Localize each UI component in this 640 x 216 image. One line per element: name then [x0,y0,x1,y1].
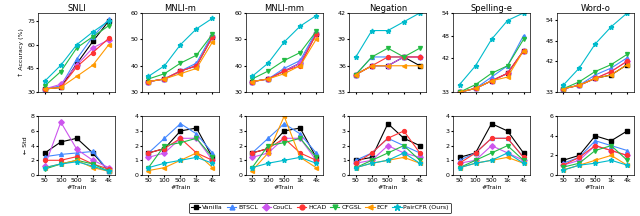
X-axis label: #Train: #Train [378,185,398,190]
X-axis label: #Train: #Train [585,185,605,190]
X-axis label: #Train: #Train [481,185,502,190]
Title: Negation: Negation [369,4,407,13]
Y-axis label: ← Std: ← Std [23,137,28,154]
Y-axis label: ↑ Accuracy (%): ↑ Accuracy (%) [19,28,24,77]
Title: Spelling-e: Spelling-e [470,4,513,13]
Legend: Vanilla, BTSCL, CouCL, HCAD, CFGSL, ECF, PairCFR (Ours): Vanilla, BTSCL, CouCL, HCAD, CFGSL, ECF,… [189,203,451,213]
Title: SNLI: SNLI [67,4,86,13]
Title: MNLI-mm: MNLI-mm [264,4,304,13]
Title: Word-o: Word-o [580,4,610,13]
X-axis label: #Train: #Train [67,185,87,190]
Title: MNLI-m: MNLI-m [164,4,196,13]
X-axis label: #Train: #Train [170,185,191,190]
X-axis label: #Train: #Train [274,185,294,190]
